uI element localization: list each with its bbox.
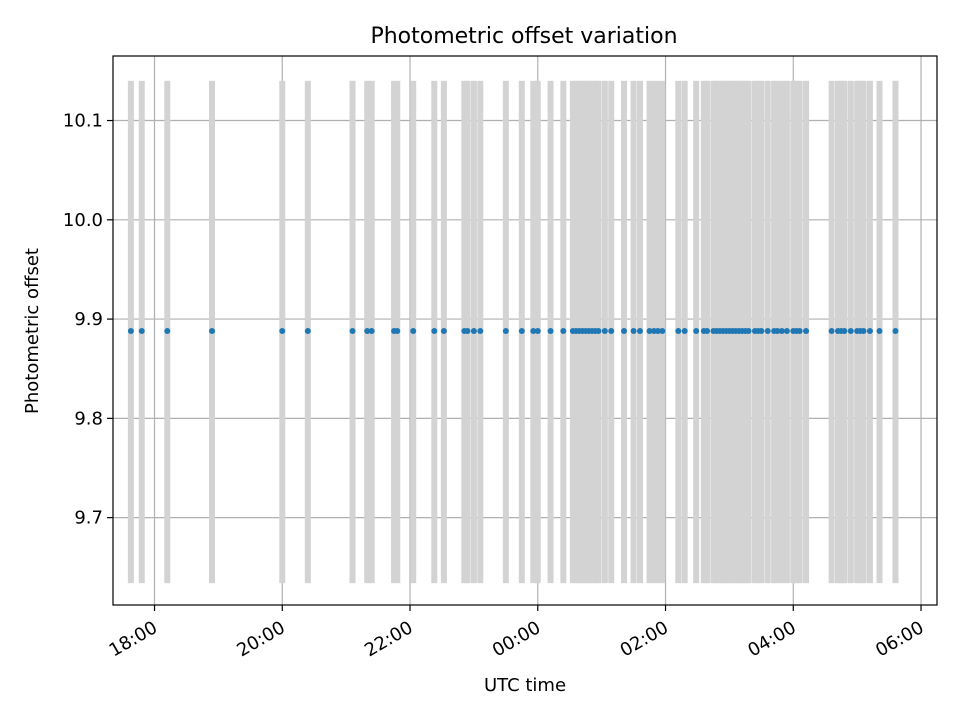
data-point [304,327,311,334]
data-point [518,327,525,334]
data-point [693,327,700,334]
data-point [530,327,537,334]
data-point [796,327,803,334]
data-point [349,327,356,334]
data-point [621,327,628,334]
y-tick-label: 9.9 [74,309,103,330]
data-point [860,327,867,334]
x-axis-label: UTC time [484,675,566,696]
data-point [601,327,608,334]
data-points [127,327,899,334]
data-point [502,327,509,334]
data-point [659,327,666,334]
data-point [394,327,401,334]
chart-title: Photometric offset variation [370,24,677,49]
data-point [630,327,637,334]
data-point [764,327,771,334]
data-point [560,327,567,334]
data-point [164,327,171,334]
data-point [547,327,554,334]
data-point [440,327,447,334]
data-point [841,327,848,334]
data-point [847,327,854,334]
y-axis-label: Photometric offset [22,248,43,414]
data-point [608,327,615,334]
data-point [876,327,883,334]
data-point [209,327,216,334]
data-point [636,327,643,334]
data-point [774,327,781,334]
data-point [828,327,835,334]
data-point [654,327,661,334]
data-point [778,327,785,334]
data-point [675,327,682,334]
data-point [866,327,873,334]
data-point [410,327,417,334]
data-point [464,327,471,334]
y-tick-label: 10.1 [63,111,103,132]
data-point [745,327,752,334]
plot-frame [112,55,938,606]
data-point [368,327,375,334]
data-point [595,327,602,334]
data-point [138,327,145,334]
data-point [681,327,688,334]
data-point [803,327,810,334]
data-point [704,327,711,334]
y-tick-label: 9.7 [74,508,103,529]
data-point [646,327,653,334]
data-point [364,327,371,334]
data-point [279,327,286,334]
data-point [534,327,541,334]
y-tick-label: 9.8 [74,408,103,429]
data-point [127,327,134,334]
y-tick-label: 10.0 [63,210,103,231]
data-point [783,327,790,334]
data-point [470,327,477,334]
data-point [758,327,765,334]
data-point [892,327,899,334]
data-point [477,327,484,334]
data-point [431,327,438,334]
